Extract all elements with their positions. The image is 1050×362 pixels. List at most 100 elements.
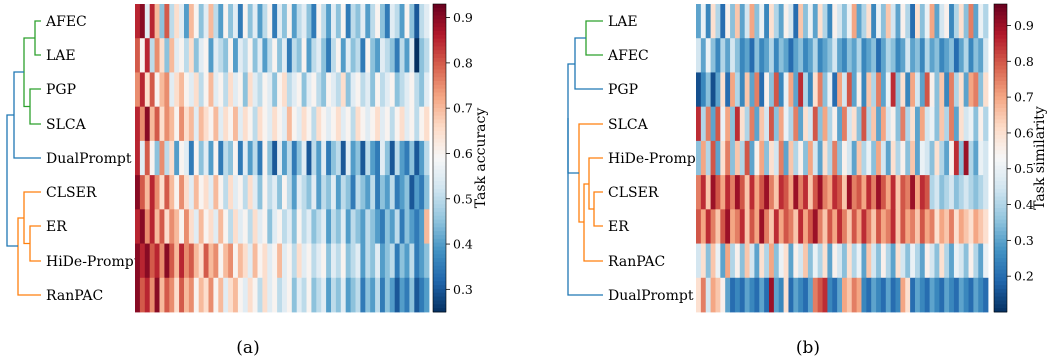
- heatmap-cell: [983, 140, 989, 176]
- heatmap-cell: [355, 175, 361, 210]
- heatmap-cell: [725, 72, 731, 108]
- heatmap-cell: [257, 4, 263, 39]
- heatmap-cell: [159, 175, 165, 210]
- heatmap-cell: [769, 106, 775, 142]
- heatmap-cell: [885, 140, 892, 176]
- heatmap-cell: [164, 243, 170, 279]
- heatmap-cell: [360, 4, 366, 39]
- heatmap-cell: [218, 209, 224, 244]
- heatmap-cell: [778, 72, 784, 108]
- heatmap-cell: [316, 243, 322, 279]
- heatmap-cell: [895, 4, 901, 39]
- heatmap-cell: [179, 72, 185, 108]
- heatmap-cell: [759, 38, 765, 73]
- heatmap-cell: [252, 243, 258, 279]
- row-label-er: ER: [46, 219, 67, 235]
- heatmap-cell: [257, 140, 263, 176]
- colorbar-segment: [994, 242, 1007, 247]
- heatmap-cell: [944, 4, 950, 39]
- heatmap-cell: [983, 106, 989, 142]
- heatmap-cell: [179, 106, 185, 142]
- heatmap-cell: [409, 106, 415, 142]
- heatmap-cell: [730, 277, 736, 313]
- heatmap-cell: [375, 209, 381, 244]
- heatmap-cell: [399, 175, 405, 210]
- heatmap-cell: [404, 106, 410, 142]
- heatmap-cell: [237, 140, 244, 176]
- heatmap-cell: [924, 38, 930, 73]
- heatmap-cell: [803, 209, 809, 244]
- heatmap-cell: [905, 106, 911, 142]
- heatmap-cell: [837, 38, 843, 73]
- heatmap-cell: [252, 209, 258, 244]
- heatmap-cell: [228, 209, 234, 244]
- dendrogram-link: [588, 157, 603, 210]
- heatmap-cell: [739, 38, 746, 73]
- heatmap-cell: [252, 4, 258, 39]
- heatmap-cell: [734, 4, 741, 39]
- heatmap-cell: [389, 243, 396, 279]
- colorbar-segment: [433, 23, 446, 28]
- colorbar-segment: [994, 192, 1007, 197]
- heatmap-cell: [783, 38, 789, 73]
- heatmap-cell: [715, 243, 721, 279]
- heatmap-cell: [905, 38, 911, 73]
- heatmap-cell: [296, 209, 302, 244]
- heatmap-cell: [404, 38, 410, 73]
- heatmap-cell: [228, 72, 234, 108]
- heatmap-cell: [144, 209, 151, 244]
- heatmap-cell: [876, 209, 882, 244]
- heatmap-cell: [340, 72, 347, 108]
- heatmap-cell: [720, 72, 726, 108]
- heatmap-cell: [149, 38, 155, 73]
- heatmap-cell: [326, 140, 332, 176]
- heatmap-cell: [247, 106, 253, 142]
- heatmap-cell: [788, 38, 794, 73]
- heatmap-cell: [885, 4, 892, 39]
- colorbar-segment: [994, 177, 1007, 182]
- heatmap-cell: [842, 106, 848, 142]
- heatmap-cell: [978, 243, 984, 279]
- colorbar-segment: [433, 231, 446, 236]
- heatmap-cell: [247, 140, 253, 176]
- heatmap-cell: [900, 4, 906, 39]
- heatmap-cell: [880, 277, 887, 313]
- colorbar-segment: [994, 150, 1007, 155]
- heatmap-cell: [262, 277, 268, 313]
- colorbar-segment: [433, 246, 446, 251]
- heatmap-cell: [939, 277, 945, 313]
- row-label-dualprompt: DualPrompt: [608, 288, 694, 304]
- heatmap-cell: [218, 106, 224, 142]
- heatmap-cell: [807, 175, 814, 210]
- heatmap-cell: [861, 72, 867, 108]
- heatmap-cell: [144, 106, 151, 142]
- heatmap-cell: [890, 209, 896, 244]
- heatmap-cell: [817, 106, 823, 142]
- colorbar-segment: [994, 127, 1007, 132]
- heatmap-cell: [291, 106, 298, 142]
- heatmap-cell: [788, 175, 794, 210]
- heatmap-cell: [380, 106, 386, 142]
- colorbar-segment: [994, 154, 1007, 159]
- heatmap-cell: [963, 175, 969, 210]
- heatmap-cell: [277, 140, 283, 176]
- colorbar-segment: [433, 242, 446, 247]
- colorbar-segment: [994, 54, 1007, 59]
- heatmap-cell: [296, 4, 302, 39]
- heatmap-cell: [316, 38, 322, 73]
- heatmap-cell: [365, 209, 371, 244]
- heatmap-cell: [159, 209, 165, 244]
- heatmap-cell: [696, 209, 702, 244]
- colorbar-segment: [433, 292, 446, 297]
- heatmap-cell: [286, 140, 293, 176]
- heatmap-cell: [803, 106, 809, 142]
- heatmap-cell: [345, 209, 351, 244]
- heatmap-cell: [213, 4, 219, 39]
- heatmap-cell: [188, 140, 195, 176]
- colorbar-segment: [433, 46, 446, 51]
- heatmap-cell: [720, 277, 726, 313]
- heatmap-cell: [861, 4, 867, 39]
- heatmap-cell: [389, 4, 396, 39]
- colorbar-segment: [994, 204, 1007, 209]
- heatmap-cell: [169, 106, 175, 142]
